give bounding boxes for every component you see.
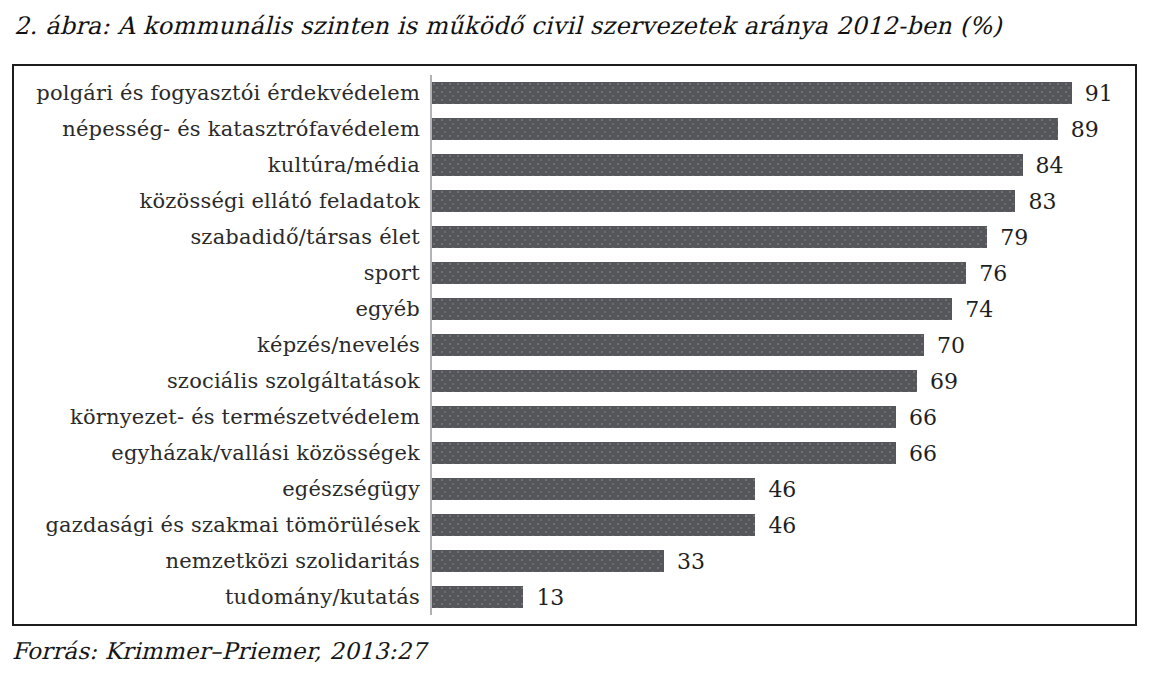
- bar-track: 69: [430, 363, 1135, 399]
- bar: [432, 334, 924, 356]
- bar-track: 46: [430, 507, 1135, 543]
- bar-track: 66: [430, 435, 1135, 471]
- value-label: 66: [909, 405, 937, 430]
- bar: [432, 442, 896, 464]
- bar: [432, 514, 755, 536]
- value-label: 79: [1000, 225, 1028, 250]
- bar-track: 33: [430, 543, 1135, 579]
- bar-chart: polgári és fogyasztói érdekvédelem 91 népe…: [14, 75, 1135, 615]
- category-label: egészségügy: [14, 477, 430, 501]
- value-label: 91: [1085, 81, 1113, 106]
- value-label: 83: [1028, 189, 1056, 214]
- figure-title: 2. ábra: A kommunális szinten is működő …: [12, 8, 1140, 40]
- category-label: népesség- és katasztrófavédelem: [14, 117, 430, 141]
- bar-track: 66: [430, 399, 1135, 435]
- value-label: 74: [965, 297, 993, 322]
- bar-row: környezet- és természetvédelem 66: [14, 399, 1135, 435]
- bar-track: 91: [430, 75, 1135, 111]
- bar-track: 79: [430, 219, 1135, 255]
- bar-track: 76: [430, 255, 1135, 291]
- bar-row: szociális szolgáltatások 69: [14, 363, 1135, 399]
- bar: [432, 478, 755, 500]
- bar: [432, 82, 1072, 104]
- bar-row: egyéb 74: [14, 291, 1135, 327]
- bar: [432, 262, 966, 284]
- bar-track: 89: [430, 111, 1135, 147]
- bar-row: közösségi ellátó feladatok 83: [14, 183, 1135, 219]
- bar: [432, 370, 917, 392]
- value-label: 84: [1036, 153, 1064, 178]
- category-label: kultúra/média: [14, 153, 430, 177]
- figure-page: 2. ábra: A kommunális szinten is működő …: [0, 0, 1150, 681]
- bar-track: 46: [430, 471, 1135, 507]
- bar-row: polgári és fogyasztói érdekvédelem 91: [14, 75, 1135, 111]
- value-label: 69: [930, 369, 958, 394]
- bar-row: sport 76: [14, 255, 1135, 291]
- bar-row: kultúra/média 84: [14, 147, 1135, 183]
- category-label: szociális szolgáltatások: [14, 369, 430, 393]
- bar-row: nemzetközi szolidaritás 33: [14, 543, 1135, 579]
- source-caption: Forrás: Krimmer–Priemer, 2013:27: [12, 638, 426, 664]
- bar-row: gazdasági és szakmai tömörülések 46: [14, 507, 1135, 543]
- bar-row: tudomány/kutatás 13: [14, 579, 1135, 615]
- value-label: 13: [536, 585, 564, 610]
- category-label: közösségi ellátó feladatok: [14, 189, 430, 213]
- value-label: 76: [979, 261, 1007, 286]
- chart-container: polgári és fogyasztói érdekvédelem 91 népe…: [12, 64, 1137, 626]
- bar-row: egészségügy 46: [14, 471, 1135, 507]
- category-label: egyházak/vallási közösségek: [14, 441, 430, 465]
- bar: [432, 406, 896, 428]
- category-label: képzés/nevelés: [14, 333, 430, 357]
- value-label: 89: [1071, 117, 1099, 142]
- category-label: nemzetközi szolidaritás: [14, 549, 430, 573]
- value-label: 46: [768, 513, 796, 538]
- bar: [432, 298, 952, 320]
- value-label: 70: [937, 333, 965, 358]
- category-label: szabadidő/társas élet: [14, 225, 430, 249]
- bar-row: szabadidő/társas élet 79: [14, 219, 1135, 255]
- bar-track: 84: [430, 147, 1135, 183]
- category-label: tudomány/kutatás: [14, 585, 430, 609]
- bar: [432, 190, 1015, 212]
- category-label: egyéb: [14, 297, 430, 321]
- bar-row: egyházak/vallási közösségek 66: [14, 435, 1135, 471]
- category-label: polgári és fogyasztói érdekvédelem: [14, 81, 430, 105]
- bar-track: 13: [430, 579, 1135, 615]
- category-label: környezet- és természetvédelem: [14, 405, 430, 429]
- bar-track: 70: [430, 327, 1135, 363]
- bar: [432, 154, 1023, 176]
- bar-track: 83: [430, 183, 1135, 219]
- bar-row: népesség- és katasztrófavédelem 89: [14, 111, 1135, 147]
- bar: [432, 586, 523, 608]
- bar: [432, 550, 664, 572]
- bar: [432, 118, 1058, 140]
- value-label: 66: [909, 441, 937, 466]
- bar: [432, 226, 987, 248]
- bar-track: 74: [430, 291, 1135, 327]
- value-label: 33: [677, 549, 705, 574]
- value-label: 46: [768, 477, 796, 502]
- category-label: sport: [14, 261, 430, 285]
- bar-row: képzés/nevelés 70: [14, 327, 1135, 363]
- category-label: gazdasági és szakmai tömörülések: [14, 513, 430, 537]
